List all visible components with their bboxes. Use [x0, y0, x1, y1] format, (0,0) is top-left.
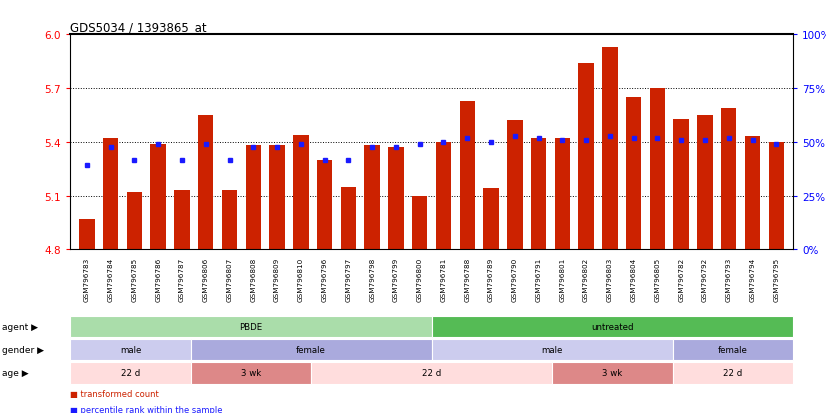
Text: 22 d: 22 d [121, 368, 140, 377]
Bar [126, 192, 142, 250]
Bar [554, 139, 570, 250]
Text: PBDE: PBDE [240, 322, 263, 331]
Text: female: female [718, 345, 748, 354]
Bar [364, 146, 380, 250]
Bar [745, 137, 760, 250]
Text: 22 d: 22 d [723, 368, 743, 377]
Bar [317, 160, 332, 250]
Text: 3 wk: 3 wk [240, 368, 261, 377]
Text: male: male [541, 345, 563, 354]
Text: ■ percentile rank within the sample: ■ percentile rank within the sample [70, 405, 223, 413]
Bar [150, 144, 166, 250]
Bar [697, 116, 713, 250]
Bar [483, 189, 499, 250]
Bar [650, 89, 665, 250]
Bar [198, 116, 213, 250]
Bar [293, 135, 309, 250]
Bar [340, 187, 356, 250]
Bar [412, 196, 427, 250]
Bar [578, 64, 594, 250]
Bar [531, 139, 546, 250]
Bar [388, 148, 404, 250]
Bar [673, 119, 689, 250]
Bar [79, 219, 95, 250]
Text: gender ▶: gender ▶ [2, 345, 44, 354]
Text: untreated: untreated [591, 322, 634, 331]
Bar [721, 109, 737, 250]
Bar [103, 139, 118, 250]
Bar [626, 98, 642, 250]
Text: male: male [120, 345, 141, 354]
Bar [174, 191, 190, 250]
Text: GDS5034 / 1393865_at: GDS5034 / 1393865_at [70, 21, 206, 34]
Text: agent ▶: agent ▶ [2, 322, 38, 331]
Bar [602, 47, 618, 250]
Bar [269, 146, 285, 250]
Bar [436, 142, 451, 250]
Bar [221, 191, 237, 250]
Text: 3 wk: 3 wk [602, 368, 623, 377]
Bar [507, 121, 523, 250]
Bar [245, 146, 261, 250]
Text: age ▶: age ▶ [2, 368, 28, 377]
Text: female: female [297, 345, 326, 354]
Bar [459, 101, 475, 250]
Text: 22 d: 22 d [422, 368, 441, 377]
Text: ■ transformed count: ■ transformed count [70, 389, 159, 399]
Bar [768, 142, 784, 250]
